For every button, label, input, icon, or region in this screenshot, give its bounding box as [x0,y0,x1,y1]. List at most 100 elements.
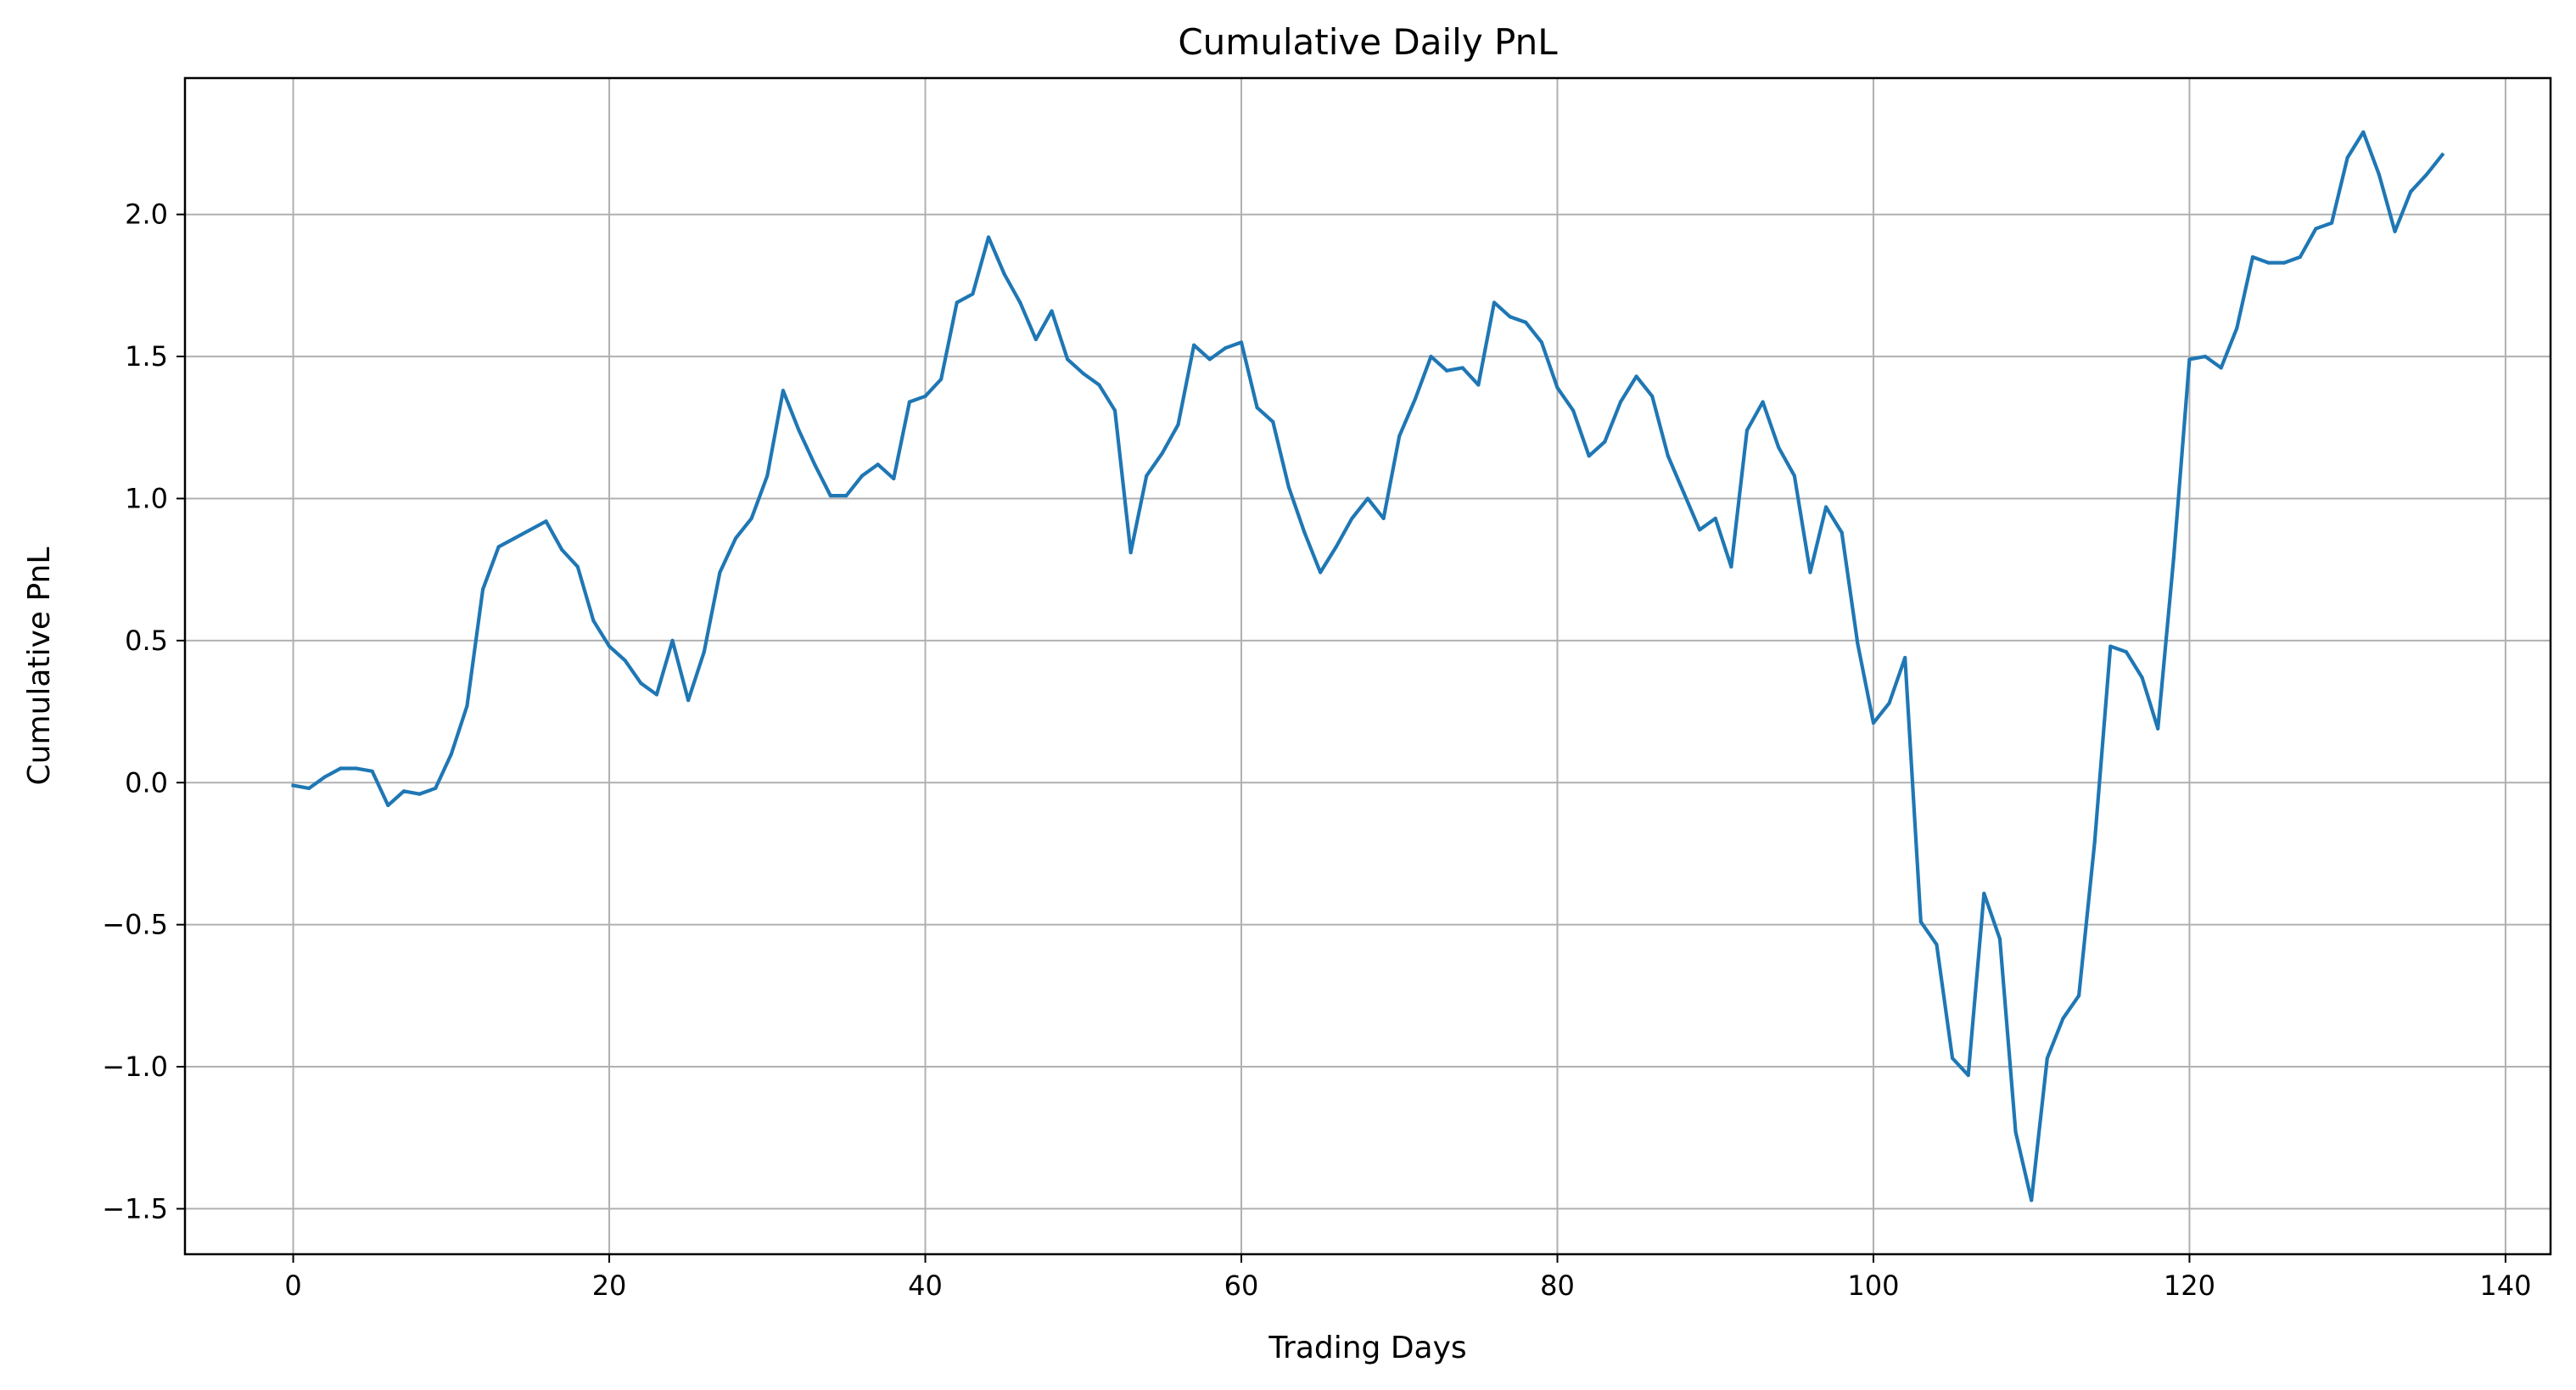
data-point [1066,357,1070,362]
data-point [354,766,359,771]
x-tick-label: 120 [2164,1269,2215,1302]
data-point [1319,570,1323,574]
data-point [1018,300,1022,305]
data-point [623,659,627,663]
data-point [1587,454,1591,458]
data-point [1350,516,1354,521]
data-point [1145,474,1149,478]
data-point [1524,320,1528,325]
data-point [322,775,327,779]
y-tick-label: 2.0 [125,199,168,231]
data-point [1634,374,1638,378]
data-point [560,547,564,552]
data-point [1207,357,1212,362]
data-point [1618,400,1623,404]
data-point [670,638,675,642]
data-point [607,644,612,648]
data-point [512,536,517,541]
data-point [1224,345,1228,350]
data-point [733,536,738,541]
data-point [2282,261,2287,265]
data-point [1508,315,1512,319]
data-point [1255,406,1259,410]
data-point [1192,343,1196,347]
data-point [465,703,469,708]
series-layer [291,130,2445,1202]
data-point [1239,340,1244,345]
data-point [1492,300,1497,305]
data-point [1777,446,1781,450]
data-point [1713,516,1717,521]
data-point [575,564,580,569]
data-point [2156,726,2160,731]
data-point [1112,408,1117,412]
data-point [1698,528,1702,532]
data-point [971,292,975,296]
data-point [1682,490,1686,495]
data-point [639,681,643,686]
data-point [1334,545,1338,549]
data-point [591,619,596,623]
data-point [1128,550,1133,555]
data-point [955,300,959,305]
data-point [844,494,848,498]
data-point [2409,189,2413,194]
data-point [2393,229,2397,233]
data-point [1081,372,1085,376]
data-point [1935,942,1939,947]
data-point [2235,326,2239,330]
plot-area-frame [183,76,2552,1256]
data-point [797,429,801,433]
data-point [1744,429,1750,433]
y-tick-label: 1.5 [125,340,168,373]
data-point [2045,1056,2049,1061]
data-point [702,650,706,654]
data-point [1792,474,1796,478]
data-point [401,789,406,793]
y-tick-label: 0.0 [125,766,168,799]
data-point [1381,516,1386,521]
data-point [1160,451,1164,456]
data-point [1555,385,1560,390]
data-point [1966,1073,1970,1078]
data-point [2203,354,2208,359]
data-point [2092,840,2097,844]
data-point [1666,454,1670,458]
data-point [781,389,786,393]
y-tick-label: −1.0 [102,1051,168,1083]
data-point [1539,340,1543,345]
data-point [718,570,722,574]
data-point [1840,530,1844,535]
x-tick-label: 100 [1847,1269,1899,1302]
data-point [2061,1017,2065,1021]
data-point [1286,485,1291,490]
data-point [828,494,832,498]
data-point [1002,272,1006,277]
data-point [1176,423,1180,427]
data-point [1571,408,1576,412]
data-point [2345,155,2349,160]
data-point [2140,675,2144,680]
data-point [2030,1198,2034,1202]
data-point [1033,337,1038,342]
data-point [907,400,912,404]
data-point [986,235,991,239]
data-point [2124,650,2129,654]
data-point [1476,383,1481,387]
x-tick-label: 140 [2479,1269,2531,1302]
data-point [2250,255,2255,260]
data-point [1271,419,1275,424]
data-point [307,786,311,791]
data-point [1808,570,1812,574]
data-point [496,545,501,549]
data-point [449,752,453,756]
data-point [1982,891,1986,895]
data-point [1460,366,1464,370]
data-point [2377,172,2382,177]
data-point [2076,994,2081,998]
data-point [544,519,548,524]
data-point [1365,496,1370,501]
data-point [370,769,374,773]
